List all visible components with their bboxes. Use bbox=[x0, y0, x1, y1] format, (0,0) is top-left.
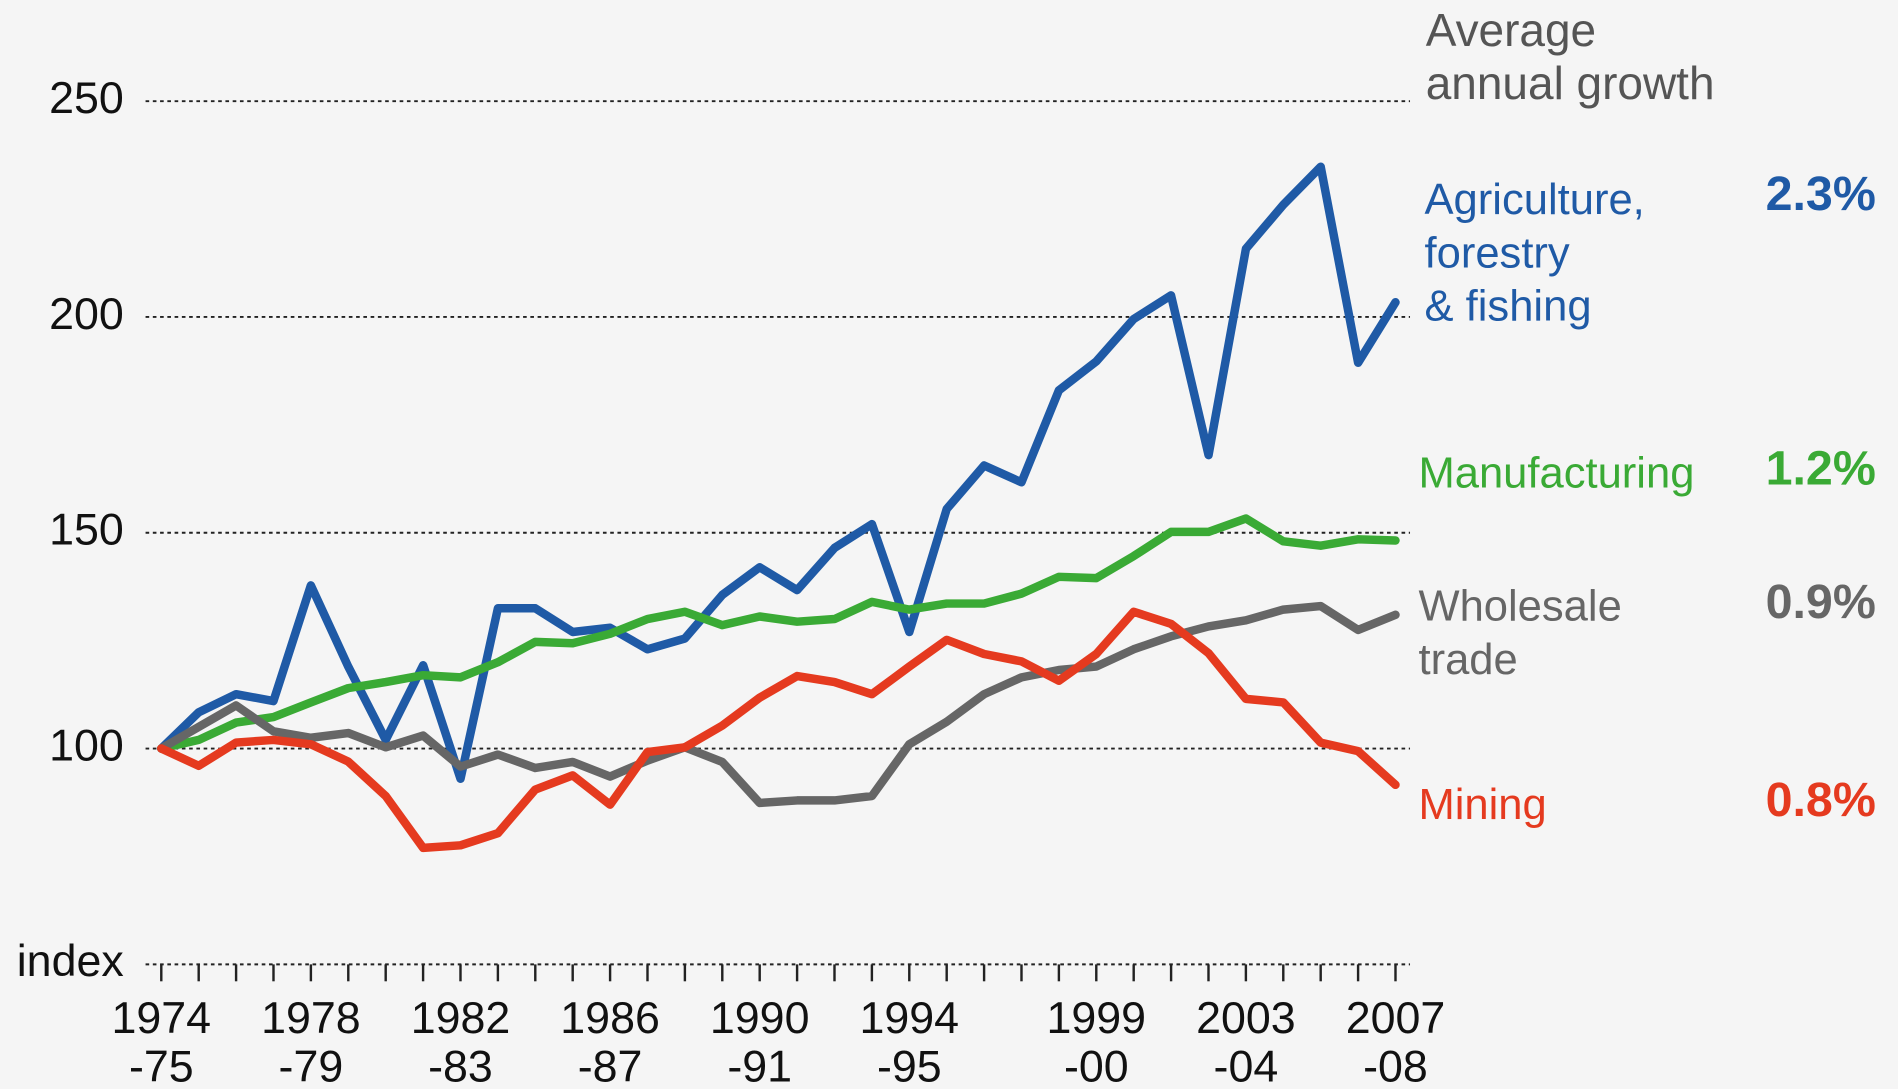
x-tick-label: 1986 -87 bbox=[560, 993, 660, 1089]
x-tick-label: 1990 -91 bbox=[710, 993, 810, 1089]
legend-label: Manufacturing bbox=[1418, 449, 1694, 497]
series-line bbox=[157, 162, 1400, 783]
x-tick-label: 1999 -00 bbox=[1046, 993, 1146, 1089]
x-tick-label: 2003 -04 bbox=[1196, 993, 1296, 1089]
growth-label: 1.2% bbox=[1766, 442, 1876, 496]
x-tick-label: 1974 -75 bbox=[111, 993, 211, 1089]
x-tick-label: 1978 -79 bbox=[261, 993, 361, 1089]
x-tick-label: 1994 -95 bbox=[859, 993, 959, 1089]
y-tick-label: 200 bbox=[49, 289, 124, 339]
legend-label: Agriculture, forestry & fishing bbox=[1425, 176, 1645, 330]
y-tick-label: 100 bbox=[49, 720, 124, 770]
x-tick-label: 2007 -08 bbox=[1346, 993, 1446, 1089]
growth-label: 0.8% bbox=[1766, 773, 1876, 827]
growth-label: 2.3% bbox=[1766, 167, 1876, 221]
legend-label: Wholesale trade bbox=[1418, 582, 1621, 683]
legend-label: Mining bbox=[1418, 781, 1546, 829]
series-line bbox=[157, 607, 1400, 853]
y-tick-label: 250 bbox=[49, 73, 124, 123]
x-tick-label: 1982 -83 bbox=[411, 993, 511, 1089]
y-tick-label: 150 bbox=[49, 505, 124, 555]
series-line bbox=[157, 514, 1400, 753]
growth-label: 0.9% bbox=[1766, 575, 1876, 629]
series-line bbox=[157, 601, 1400, 808]
y-unit-label: index bbox=[17, 936, 124, 986]
annotation: Average annual growth bbox=[1426, 4, 1715, 109]
